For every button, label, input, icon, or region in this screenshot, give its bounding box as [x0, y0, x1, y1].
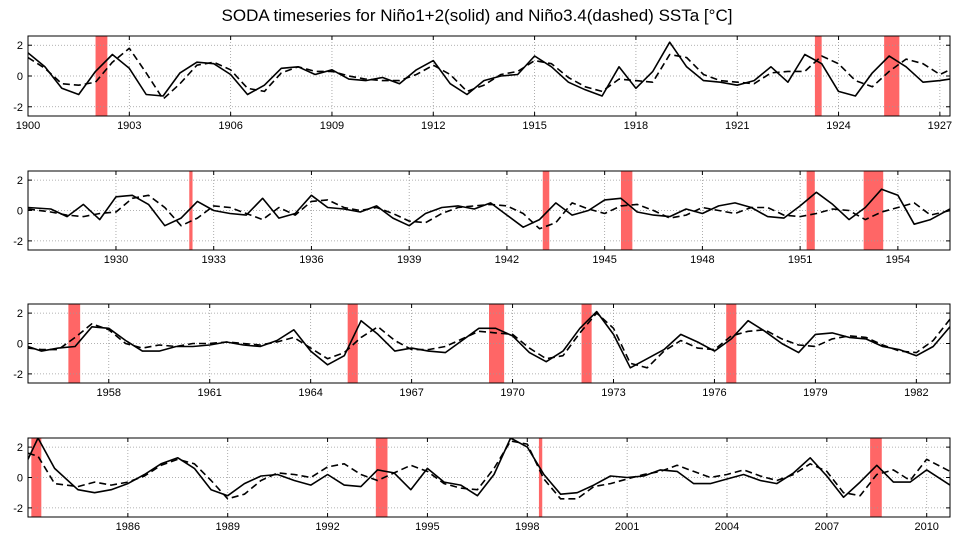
y-tick-label: -2	[13, 369, 23, 381]
event-bar	[870, 438, 882, 517]
x-tick-label: 1924	[826, 120, 850, 132]
x-tick-label: 1979	[803, 387, 827, 399]
event-bar	[863, 171, 884, 250]
x-tick-label: 1958	[97, 387, 121, 399]
event-bar	[620, 171, 633, 250]
event-bar	[806, 171, 815, 250]
x-tick-label: 1933	[201, 254, 225, 266]
event-bar	[95, 36, 108, 116]
event-bar	[538, 438, 543, 517]
x-tick-label: 1998	[515, 521, 539, 533]
x-tick-label: 1918	[624, 120, 648, 132]
x-tick-label: 1906	[218, 120, 242, 132]
y-tick-label: -2	[13, 236, 23, 248]
x-tick-label: 1900	[16, 120, 40, 132]
panel-frame	[27, 170, 951, 251]
x-tick-label: 1995	[415, 521, 439, 533]
y-tick-label: 2	[17, 308, 23, 320]
x-tick-label: 1909	[320, 120, 344, 132]
x-tick-label: 1967	[399, 387, 423, 399]
panel-4: 1986 1989 1992 1995 1998 2001 2004 2007 2010 -2 0 2	[13, 437, 951, 533]
x-tick-label: 2010	[914, 521, 938, 533]
y-tick-label: 2	[17, 40, 23, 52]
x-tick-label: 1973	[601, 387, 625, 399]
nino34-dashed-line	[28, 440, 950, 500]
x-tick-label: 1964	[298, 387, 322, 399]
x-tick-label: 1942	[495, 254, 519, 266]
y-tick-label: 2	[17, 442, 23, 454]
event-bar	[884, 36, 900, 116]
x-tick-label: 1927	[928, 120, 952, 132]
x-tick-label: 2007	[815, 521, 839, 533]
event-bar	[814, 36, 822, 116]
x-tick-label: 1951	[788, 254, 812, 266]
x-tick-label: 1961	[197, 387, 221, 399]
nino12-solid-line	[28, 41, 950, 97]
x-tick-label: 1986	[116, 521, 140, 533]
event-bar	[726, 304, 737, 383]
event-bar	[68, 304, 81, 383]
panel-1: 1900 1903 1906 1909 1912 1915 1918 1921 1924 1927…	[13, 35, 952, 132]
x-tick-label: 1939	[397, 254, 421, 266]
x-tick-label: 1945	[592, 254, 616, 266]
y-tick-label: -2	[13, 102, 23, 114]
x-tick-label: 1921	[725, 120, 749, 132]
event-bar	[542, 171, 550, 250]
x-tick-label: 1976	[702, 387, 726, 399]
panel-3: 1958 1961 1964 1967 1970 1973 1976 1979 1982 -2 0 2	[13, 303, 951, 399]
x-tick-label: 1948	[690, 254, 714, 266]
nino34-dashed-line	[28, 47, 950, 100]
y-tick-label: 2	[17, 175, 23, 187]
x-tick-label: 1954	[886, 254, 910, 266]
x-tick-label: 1936	[299, 254, 323, 266]
chart-title: SODA timeseries for Niño1+2(solid) and N…	[221, 6, 733, 25]
x-tick-label: 1912	[421, 120, 445, 132]
y-tick-label: 0	[17, 71, 23, 83]
x-tick-label: 1903	[117, 120, 141, 132]
x-tick-label: 1989	[215, 521, 239, 533]
y-tick-label: 0	[17, 473, 23, 485]
y-tick-label: -2	[13, 503, 23, 515]
nino12-solid-line	[28, 188, 950, 228]
x-tick-label: 1970	[500, 387, 524, 399]
y-tick-label: 0	[17, 206, 23, 218]
panel-frame	[27, 35, 951, 117]
x-tick-label: 1915	[522, 120, 546, 132]
x-tick-label: 1982	[904, 387, 928, 399]
x-tick-label: 1930	[104, 254, 128, 266]
panel-2: 1930 1933 1936 1939 1942 1945 1948 1951 1954 -2 0 2	[13, 170, 951, 266]
x-tick-label: 2001	[615, 521, 639, 533]
x-tick-label: 1992	[315, 521, 339, 533]
x-tick-label: 2004	[715, 521, 739, 533]
panel-frame	[27, 303, 951, 384]
panel-frame	[27, 437, 951, 518]
nino34-dashed-line	[28, 194, 950, 230]
event-bar	[31, 438, 42, 517]
event-bar	[375, 438, 388, 517]
nino34-dashed-line	[28, 312, 950, 369]
y-tick-label: 0	[17, 339, 23, 351]
